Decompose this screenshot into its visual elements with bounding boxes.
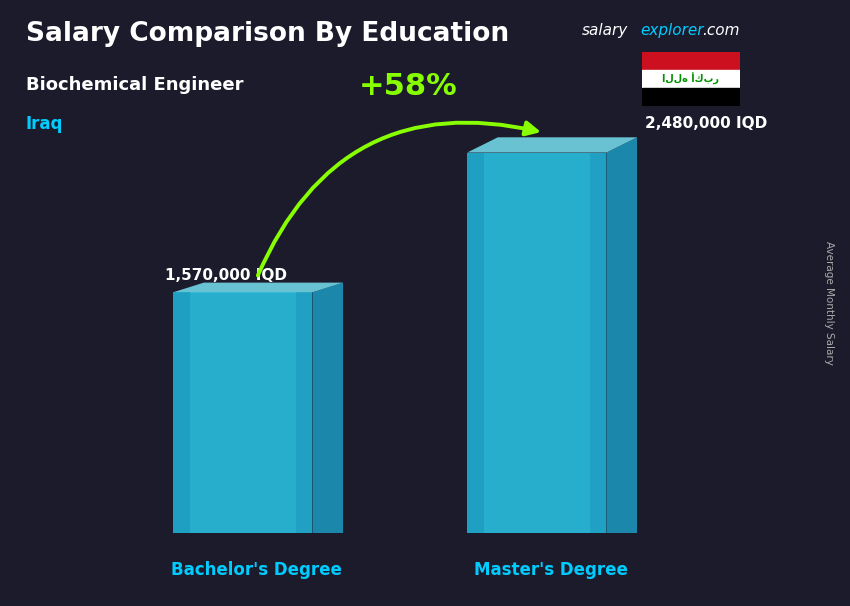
- Text: Average Monthly Salary: Average Monthly Salary: [824, 241, 834, 365]
- Polygon shape: [173, 282, 343, 292]
- Text: Biochemical Engineer: Biochemical Engineer: [26, 76, 243, 94]
- Polygon shape: [296, 292, 313, 533]
- Text: Salary Comparison By Education: Salary Comparison By Education: [26, 21, 508, 47]
- Polygon shape: [606, 138, 637, 533]
- Text: 1,570,000 IQD: 1,570,000 IQD: [166, 268, 287, 283]
- Bar: [642, 88, 740, 106]
- Text: explorer: explorer: [640, 23, 704, 38]
- Polygon shape: [313, 282, 343, 533]
- Text: Master's Degree: Master's Degree: [473, 561, 627, 579]
- Text: 2,480,000 IQD: 2,480,000 IQD: [645, 116, 767, 131]
- Polygon shape: [173, 292, 190, 533]
- Polygon shape: [468, 153, 606, 533]
- Polygon shape: [468, 153, 484, 533]
- Polygon shape: [173, 292, 313, 533]
- Bar: [642, 52, 740, 70]
- Polygon shape: [590, 153, 606, 533]
- Text: salary: salary: [582, 23, 628, 38]
- Text: +58%: +58%: [359, 72, 457, 101]
- Text: Iraq: Iraq: [26, 115, 63, 133]
- Text: الله أكبر: الله أكبر: [662, 73, 719, 85]
- Text: Bachelor's Degree: Bachelor's Degree: [172, 561, 343, 579]
- Polygon shape: [468, 138, 637, 153]
- Text: .com: .com: [702, 23, 740, 38]
- Bar: [642, 70, 740, 88]
